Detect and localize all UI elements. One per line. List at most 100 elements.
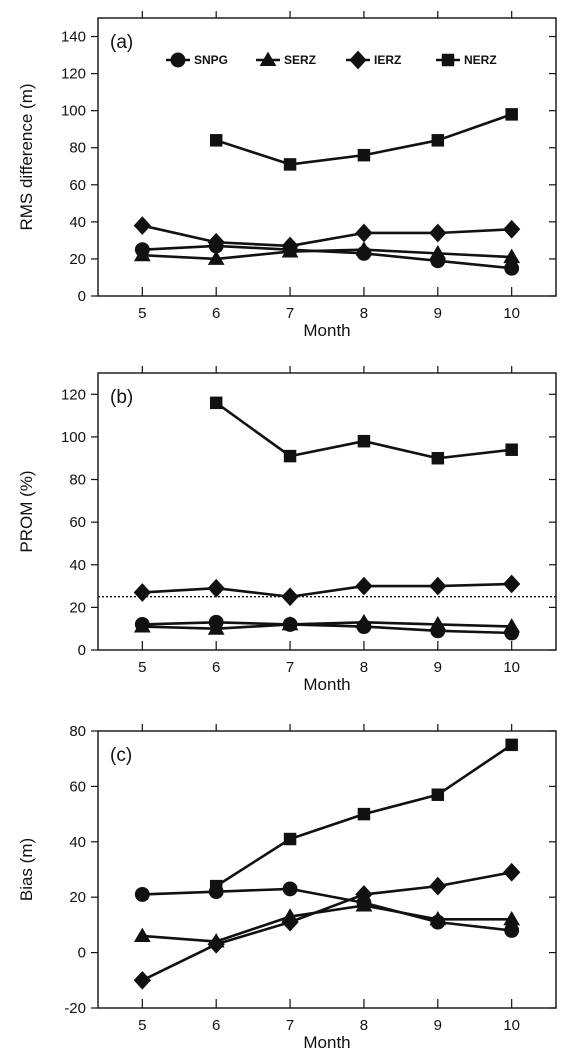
legend-marker (170, 52, 186, 68)
data-point (355, 576, 373, 596)
data-point (429, 223, 447, 243)
data-point (281, 912, 299, 932)
y-tick-label: 140 (61, 29, 86, 46)
plot-frame (97, 730, 557, 1009)
data-point (355, 241, 373, 256)
x-tick-label: 5 (138, 659, 146, 676)
y-tick-label: 20 (69, 251, 86, 268)
y-tick-label: -20 (64, 1000, 86, 1017)
y-tick-label: 100 (61, 429, 86, 446)
series-line (142, 248, 512, 261)
legend-marker (441, 53, 455, 67)
y-tick-label: 0 (78, 945, 86, 962)
data-point (429, 876, 447, 896)
data-point (431, 788, 445, 801)
series-triangle (133, 613, 521, 635)
data-point (504, 260, 520, 276)
data-point (133, 927, 151, 942)
panel-label: (a) (110, 32, 133, 53)
y-tick-label: 100 (61, 103, 86, 120)
data-point (505, 443, 518, 456)
x-axis-title: Month (303, 321, 350, 340)
series-line (142, 904, 512, 943)
y-axis-title: Bias (m) (17, 838, 36, 901)
y-tick-label: 40 (69, 834, 86, 851)
x-tick-label: 8 (360, 305, 368, 322)
series-nerz (209, 108, 518, 171)
panel-label: (b) (110, 387, 133, 408)
y-tick-label: 80 (69, 472, 86, 489)
data-point (281, 616, 299, 631)
y-tick-label: 60 (69, 514, 86, 531)
y-tick-label: 0 (78, 642, 86, 659)
series-ierz (133, 216, 521, 256)
data-point (503, 910, 521, 926)
data-point (505, 738, 518, 752)
y-tick-label: 120 (61, 386, 86, 403)
x-tick-label: 6 (212, 659, 220, 676)
x-axis-title: Month (303, 675, 350, 694)
data-point (503, 248, 521, 264)
x-tick-label: 7 (286, 1017, 294, 1034)
panel-label: (c) (110, 745, 132, 766)
x-tick-label: 8 (360, 659, 368, 676)
data-point (503, 618, 521, 633)
series-serz (133, 241, 521, 265)
legend-label: SNPG (194, 53, 228, 67)
data-point (504, 923, 520, 938)
y-tick-label: 40 (69, 214, 86, 231)
data-point (207, 232, 225, 252)
x-tick-label: 6 (212, 1017, 220, 1034)
data-point (357, 148, 371, 162)
y-tick-label: 40 (69, 557, 86, 574)
series-line (141, 870, 512, 982)
data-point (431, 451, 445, 465)
data-point (283, 449, 297, 463)
data-point (355, 223, 373, 243)
legend-label: SERZ (284, 53, 316, 67)
x-tick-label: 7 (286, 305, 294, 322)
data-point (355, 897, 373, 912)
y-axis-title: RMS difference (m) (17, 83, 36, 230)
data-point (355, 613, 373, 629)
series-triangle (133, 897, 521, 948)
series-line (142, 224, 512, 248)
data-point (503, 574, 521, 594)
legend-label: IERZ (374, 53, 401, 67)
data-point (281, 587, 299, 607)
data-point (429, 576, 447, 596)
y-tick-label: 80 (69, 140, 86, 157)
x-tick-label: 10 (503, 1017, 520, 1034)
data-point (133, 216, 151, 235)
series-line (142, 582, 512, 599)
y-tick-label: 60 (69, 778, 86, 795)
data-point (282, 881, 298, 897)
x-tick-label: 8 (360, 1017, 368, 1034)
x-tick-label: 9 (434, 1017, 442, 1034)
data-point (133, 583, 151, 602)
panel-3: 5 6 7 8 9 10 -20 0 20 40 60 80 Month Bias (m) (c) (17, 723, 557, 1052)
data-point (209, 879, 223, 893)
y-tick-label: 20 (69, 889, 86, 906)
series-square (209, 738, 518, 893)
x-tick-label: 9 (434, 305, 442, 322)
data-point (355, 885, 373, 904)
legend-marker (349, 50, 367, 70)
data-point (431, 134, 445, 147)
x-tick-label: 9 (434, 659, 442, 676)
series-diamond (133, 574, 521, 607)
x-tick-label: 5 (138, 1017, 146, 1034)
legend-marker (259, 51, 277, 66)
y-tick-label: 0 (78, 288, 86, 305)
legend: SNPG SERZ IERZ NERZ (166, 50, 497, 70)
data-point (357, 434, 371, 448)
data-point (133, 970, 151, 990)
data-point (134, 886, 150, 902)
data-point (505, 108, 518, 121)
data-point (133, 246, 151, 262)
y-tick-label: 20 (69, 599, 86, 616)
series-line (142, 620, 512, 630)
